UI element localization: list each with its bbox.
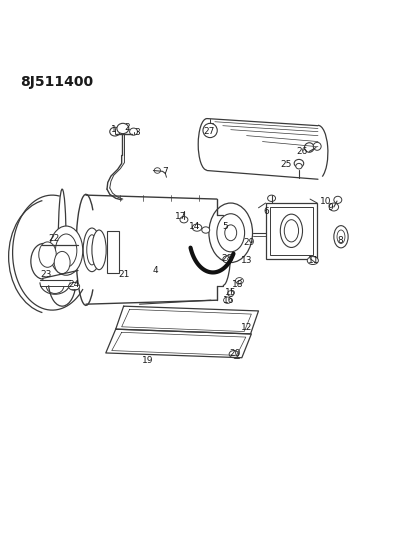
Ellipse shape: [236, 278, 244, 284]
Ellipse shape: [130, 128, 138, 135]
Ellipse shape: [202, 227, 210, 233]
Ellipse shape: [49, 226, 83, 275]
Ellipse shape: [304, 143, 314, 152]
Bar: [270, 207, 313, 255]
Ellipse shape: [180, 216, 188, 223]
Ellipse shape: [217, 214, 245, 252]
Text: 11: 11: [308, 256, 320, 265]
Text: 15: 15: [225, 288, 236, 297]
Ellipse shape: [228, 290, 234, 296]
Text: 25: 25: [281, 160, 292, 168]
Text: 20: 20: [229, 349, 240, 358]
Ellipse shape: [83, 228, 101, 272]
Text: 2: 2: [125, 123, 131, 132]
Ellipse shape: [284, 220, 298, 242]
Ellipse shape: [209, 203, 253, 263]
Ellipse shape: [54, 252, 70, 273]
Ellipse shape: [225, 225, 237, 241]
Text: 8: 8: [337, 236, 343, 245]
Text: 13: 13: [241, 256, 252, 265]
Ellipse shape: [294, 159, 304, 167]
Text: 29: 29: [243, 238, 254, 247]
Ellipse shape: [280, 214, 302, 247]
Text: 16: 16: [223, 296, 234, 305]
Bar: [107, 231, 119, 273]
Text: 1: 1: [111, 125, 117, 134]
Ellipse shape: [296, 164, 302, 169]
Text: 21: 21: [118, 270, 129, 279]
Ellipse shape: [154, 168, 160, 173]
Ellipse shape: [192, 224, 202, 231]
Text: 7: 7: [162, 167, 168, 176]
Ellipse shape: [117, 123, 129, 134]
Ellipse shape: [87, 235, 97, 265]
Ellipse shape: [55, 234, 77, 267]
Ellipse shape: [223, 256, 232, 263]
Text: 24: 24: [68, 280, 80, 289]
Text: 22: 22: [49, 234, 60, 243]
Ellipse shape: [334, 225, 348, 248]
Ellipse shape: [313, 142, 321, 150]
Ellipse shape: [203, 123, 217, 138]
Ellipse shape: [337, 230, 345, 244]
Text: 27: 27: [203, 127, 215, 136]
Ellipse shape: [39, 242, 56, 267]
Text: 28: 28: [221, 254, 232, 263]
Ellipse shape: [68, 282, 80, 290]
Text: 23: 23: [41, 270, 52, 279]
Text: 10: 10: [320, 197, 332, 206]
Ellipse shape: [92, 230, 106, 270]
Text: 14: 14: [189, 222, 201, 231]
Text: 9: 9: [328, 203, 334, 212]
Bar: [265, 203, 317, 259]
Text: 4: 4: [152, 266, 158, 275]
Text: 6: 6: [263, 207, 269, 216]
Text: 3: 3: [135, 128, 140, 137]
Ellipse shape: [307, 256, 318, 264]
Text: 18: 18: [232, 280, 244, 289]
Text: 12: 12: [241, 324, 252, 333]
Text: 17: 17: [176, 213, 187, 221]
Ellipse shape: [110, 127, 120, 136]
Text: 19: 19: [142, 357, 153, 366]
Ellipse shape: [329, 203, 339, 211]
Ellipse shape: [229, 351, 239, 358]
Text: 5: 5: [222, 222, 228, 231]
Ellipse shape: [334, 196, 342, 204]
Text: 8J511400: 8J511400: [21, 75, 94, 88]
Ellipse shape: [224, 297, 232, 303]
Text: 26: 26: [297, 147, 308, 156]
Ellipse shape: [267, 195, 275, 201]
